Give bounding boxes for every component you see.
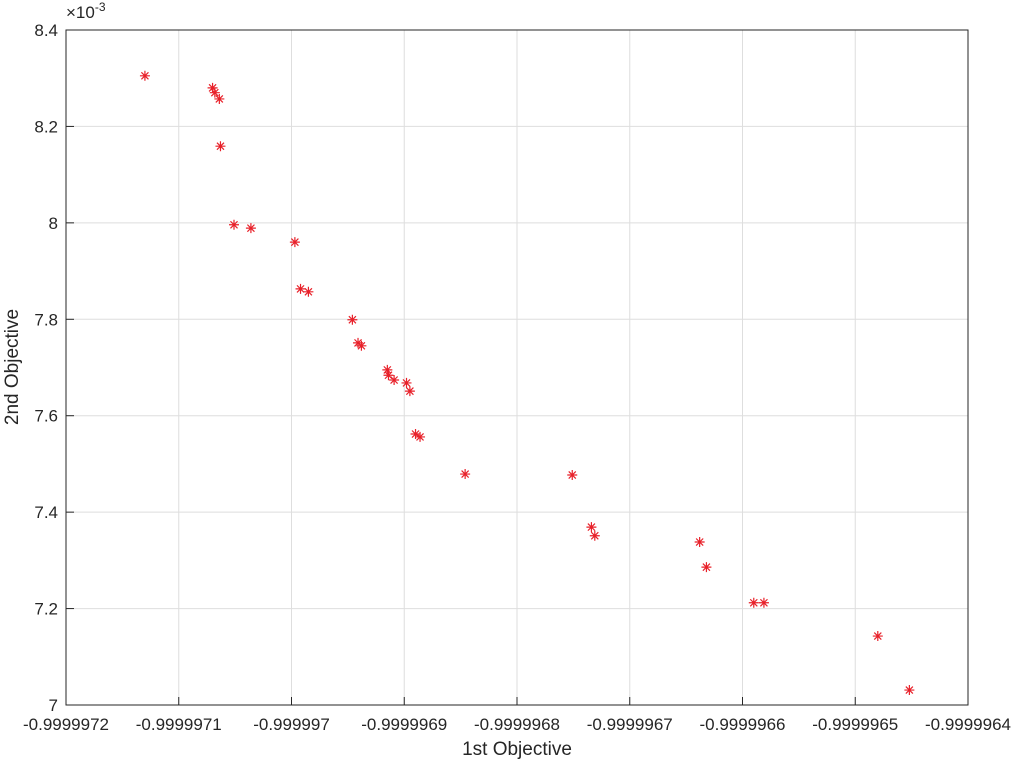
y-tick-label: 7.4 [34,503,58,522]
y-multiplier: ×10-3 [66,0,106,22]
y-axis-label: 2nd Objective [2,309,23,425]
x-tick-label: -0.9999965 [812,715,898,734]
point [209,87,220,98]
y-multiplier-base: ×10 [66,3,95,22]
point [404,386,415,397]
point [872,631,883,642]
point [694,537,705,548]
y-tick-label: 7 [49,696,58,715]
point [214,93,225,104]
point [215,141,226,152]
x-tick-label: -0.9999966 [699,715,785,734]
point [139,70,150,81]
point [460,469,471,480]
x-tick-label: -0.9999971 [136,715,222,734]
x-tick-label: -0.9999969 [361,715,447,734]
point [303,286,314,297]
point [589,530,600,541]
point [289,237,300,248]
point [207,82,218,93]
point [382,364,393,375]
x-tick-label: -0.999997 [253,715,330,734]
x-tick-label: -0.9999972 [23,715,109,734]
point [758,597,769,608]
point [701,562,712,573]
point [347,314,358,325]
point [228,219,239,230]
point [586,522,597,533]
x-tick-label: -0.9999968 [474,715,560,734]
y-tick-label: 7.2 [34,600,58,619]
x-axis-label: 1st Objective [462,739,572,760]
y-tick-label: 8 [49,214,58,233]
y-multiplier-exponent: -3 [95,0,106,14]
plot-area [65,29,969,706]
point [356,340,367,351]
point [383,370,394,381]
x-tick-label: -0.9999967 [587,715,673,734]
point [245,223,256,234]
point [748,597,759,608]
y-tick-label: 7.6 [34,407,58,426]
point [389,375,400,386]
point [415,431,426,442]
y-tick-label: 8.2 [34,117,58,136]
point [567,470,578,481]
point [410,429,421,440]
x-tick-label: -0.9999964 [925,715,1011,734]
point [401,377,412,388]
axes-box [65,29,969,706]
point [904,685,915,696]
y-tick-label: 8.4 [34,21,58,40]
y-tick-label: 7.8 [34,310,58,329]
point [295,283,306,294]
